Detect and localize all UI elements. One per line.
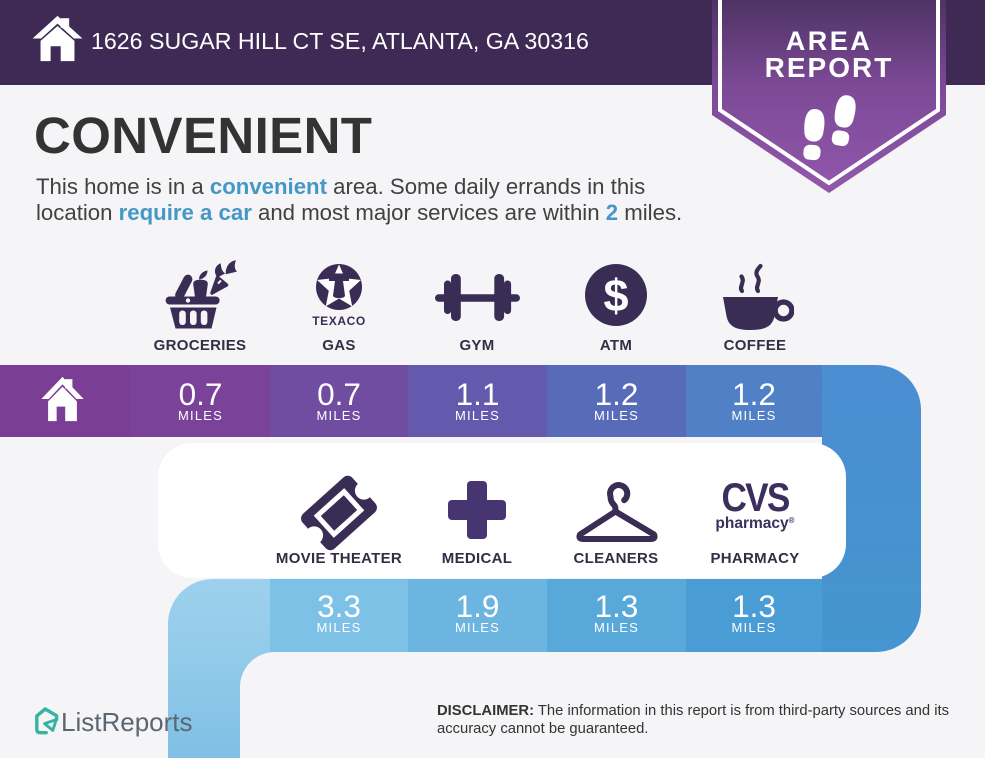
svg-text:TEXACO: TEXACO — [312, 314, 366, 328]
svg-text:AREA: AREA — [786, 26, 873, 56]
svg-text:$: $ — [603, 270, 628, 321]
svg-text:REPORT: REPORT — [765, 52, 894, 83]
